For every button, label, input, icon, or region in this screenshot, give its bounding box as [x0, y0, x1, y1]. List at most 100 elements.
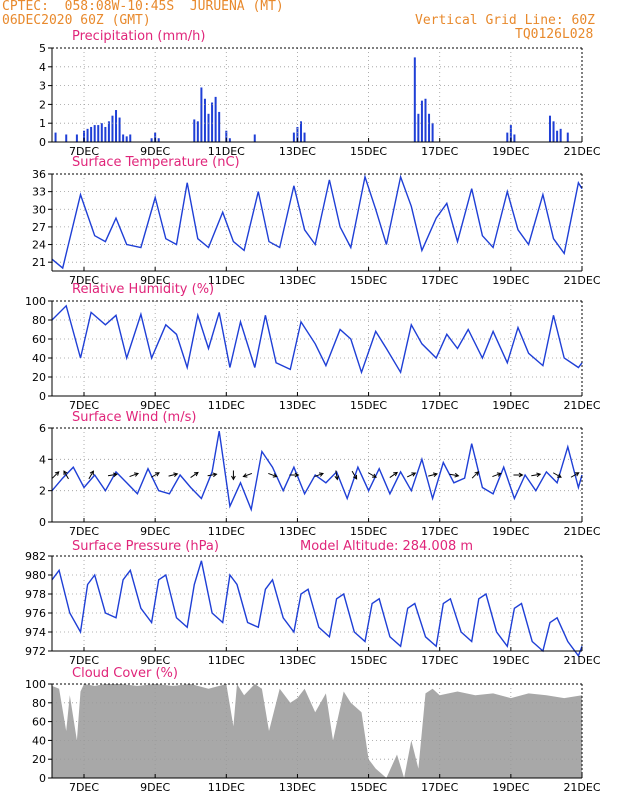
- wind-arrow-head: [134, 472, 140, 477]
- precip-bar: [299, 121, 302, 142]
- x-tick-label: 15DEC: [350, 399, 387, 412]
- wind-arrow-head: [242, 473, 248, 478]
- precip-bar: [154, 132, 157, 142]
- wind-arrow: [570, 472, 580, 478]
- x-tick-label: 21DEC: [563, 781, 600, 794]
- y-tick-label: 976: [25, 607, 46, 620]
- wind-arrow: [231, 470, 236, 481]
- wind-arrow-head: [454, 472, 460, 478]
- x-tick-label: 19DEC: [492, 781, 529, 794]
- wind-arrow-head: [54, 471, 60, 476]
- y-tick-label: 40: [32, 352, 46, 365]
- wind-arrow-head: [393, 471, 399, 477]
- precip-bar: [566, 132, 569, 142]
- wind-arrow-head: [318, 472, 324, 477]
- wind-arrow-shaft: [151, 472, 160, 478]
- y-tick-label: 972: [25, 645, 46, 658]
- precip-bar: [157, 138, 160, 142]
- header-grid-note: Vertical Grid Line: 60Z: [415, 13, 596, 28]
- x-tick-label: 21DEC: [563, 525, 600, 538]
- x-tick-label: 9DEC: [140, 525, 170, 538]
- y-tick-label: 4: [39, 453, 46, 466]
- y-tick-label: 4: [39, 61, 46, 74]
- y-tick-label: 60: [32, 716, 46, 729]
- y-tick-label: 100: [25, 678, 46, 691]
- wind-arrow: [52, 471, 60, 479]
- y-tick-label: 3: [39, 80, 46, 93]
- wind-title: Surface Wind (m/s): [72, 410, 196, 425]
- wind-arrow: [314, 472, 324, 478]
- y-tick-label: 30: [32, 203, 46, 216]
- wind-arrow: [406, 472, 417, 478]
- precip-bar: [203, 98, 206, 142]
- wind-arrow: [242, 472, 253, 478]
- wind-arrow-head: [63, 470, 68, 476]
- panel-temp: 21 24 27 30 33 36 7DEC 9DEC 11DEC 13DEC 15DEC 17DEC…: [32, 155, 601, 287]
- wind-arrow: [492, 472, 502, 478]
- x-tick-label: 17DEC: [421, 274, 458, 287]
- y-tick-label: 974: [25, 626, 46, 639]
- precip-bar: [214, 96, 217, 142]
- wind-arrow: [207, 472, 218, 478]
- y-tick-label: 2: [39, 485, 46, 498]
- wind-arrow: [129, 472, 140, 478]
- precip-bar: [111, 115, 114, 142]
- wind-arrow: [471, 471, 480, 479]
- precip-bar: [413, 57, 416, 142]
- wind-arrow-shaft: [428, 473, 438, 477]
- temp-series-line: [51, 174, 583, 270]
- precip-bar: [424, 98, 427, 142]
- wind-arrow-head: [231, 475, 236, 481]
- x-tick-label: 9DEC: [140, 274, 170, 287]
- precip-bar: [196, 121, 199, 142]
- x-tick-label: 13DEC: [279, 399, 316, 412]
- y-tick-label: 60: [32, 333, 46, 346]
- x-tick-label: 11DEC: [208, 781, 245, 794]
- wind-arrow-shaft: [471, 471, 479, 479]
- panel-rh: 0 20 40 60 80 100 7DEC 9DEC 11DEC 13DEC 15DEC 17DEC…: [25, 282, 601, 412]
- header-station: CPTEC: 058:08W-10:45S JURUENA (MT): [2, 0, 284, 14]
- wind-arrow: [449, 472, 460, 478]
- precip-bar: [86, 128, 89, 142]
- x-tick-label: 13DEC: [279, 145, 316, 158]
- wind-arrow-shaft: [335, 470, 338, 480]
- wind-arrow: [289, 472, 300, 478]
- wind-arrow-shaft: [449, 473, 459, 477]
- precip-bar: [122, 134, 125, 142]
- precip-bar: [207, 113, 210, 142]
- wind-arrow-shaft: [531, 473, 541, 477]
- x-tick-label: 17DEC: [421, 525, 458, 538]
- wind-arrow-shaft: [243, 472, 253, 478]
- wind-arrow-head: [574, 472, 580, 477]
- precip-bar: [417, 113, 420, 142]
- x-tick-label: 19DEC: [492, 145, 529, 158]
- wind-arrow-head: [212, 472, 218, 478]
- y-tick-label: 80: [32, 314, 46, 327]
- precip-bar: [54, 132, 57, 142]
- wind-arrow-shaft: [367, 472, 377, 478]
- precip-bar: [548, 115, 551, 142]
- wind-arrow: [428, 472, 438, 477]
- wind-arrow-head: [411, 472, 417, 477]
- precip-bar: [556, 130, 559, 142]
- x-tick-label: 17DEC: [421, 781, 458, 794]
- wind-arrow-head: [112, 472, 118, 478]
- y-tick-label: 24: [32, 239, 46, 252]
- wind-arrow-shaft: [570, 472, 580, 478]
- x-tick-label: 19DEC: [492, 274, 529, 287]
- x-tick-label: 7DEC: [69, 525, 99, 538]
- wind-arrow-head: [173, 472, 179, 477]
- precip-bar: [420, 100, 423, 142]
- x-tick-label: 7DEC: [69, 781, 99, 794]
- x-tick-label: 21DEC: [563, 145, 600, 158]
- y-tick-label: 978: [25, 588, 46, 601]
- wind-arrow-head: [556, 473, 562, 478]
- wind-arrow-shaft: [389, 472, 398, 478]
- precip-bar: [296, 126, 299, 142]
- wind-arrow-shaft: [190, 472, 199, 478]
- y-tick-label: 36: [32, 168, 46, 181]
- y-tick-label: 0: [39, 390, 46, 403]
- panel-wind: 0 2 4 6 7DEC 9DEC 11DEC 13DEC 15DEC 17DEC 19DEC 21D…: [39, 410, 601, 538]
- wind-arrow: [107, 472, 118, 478]
